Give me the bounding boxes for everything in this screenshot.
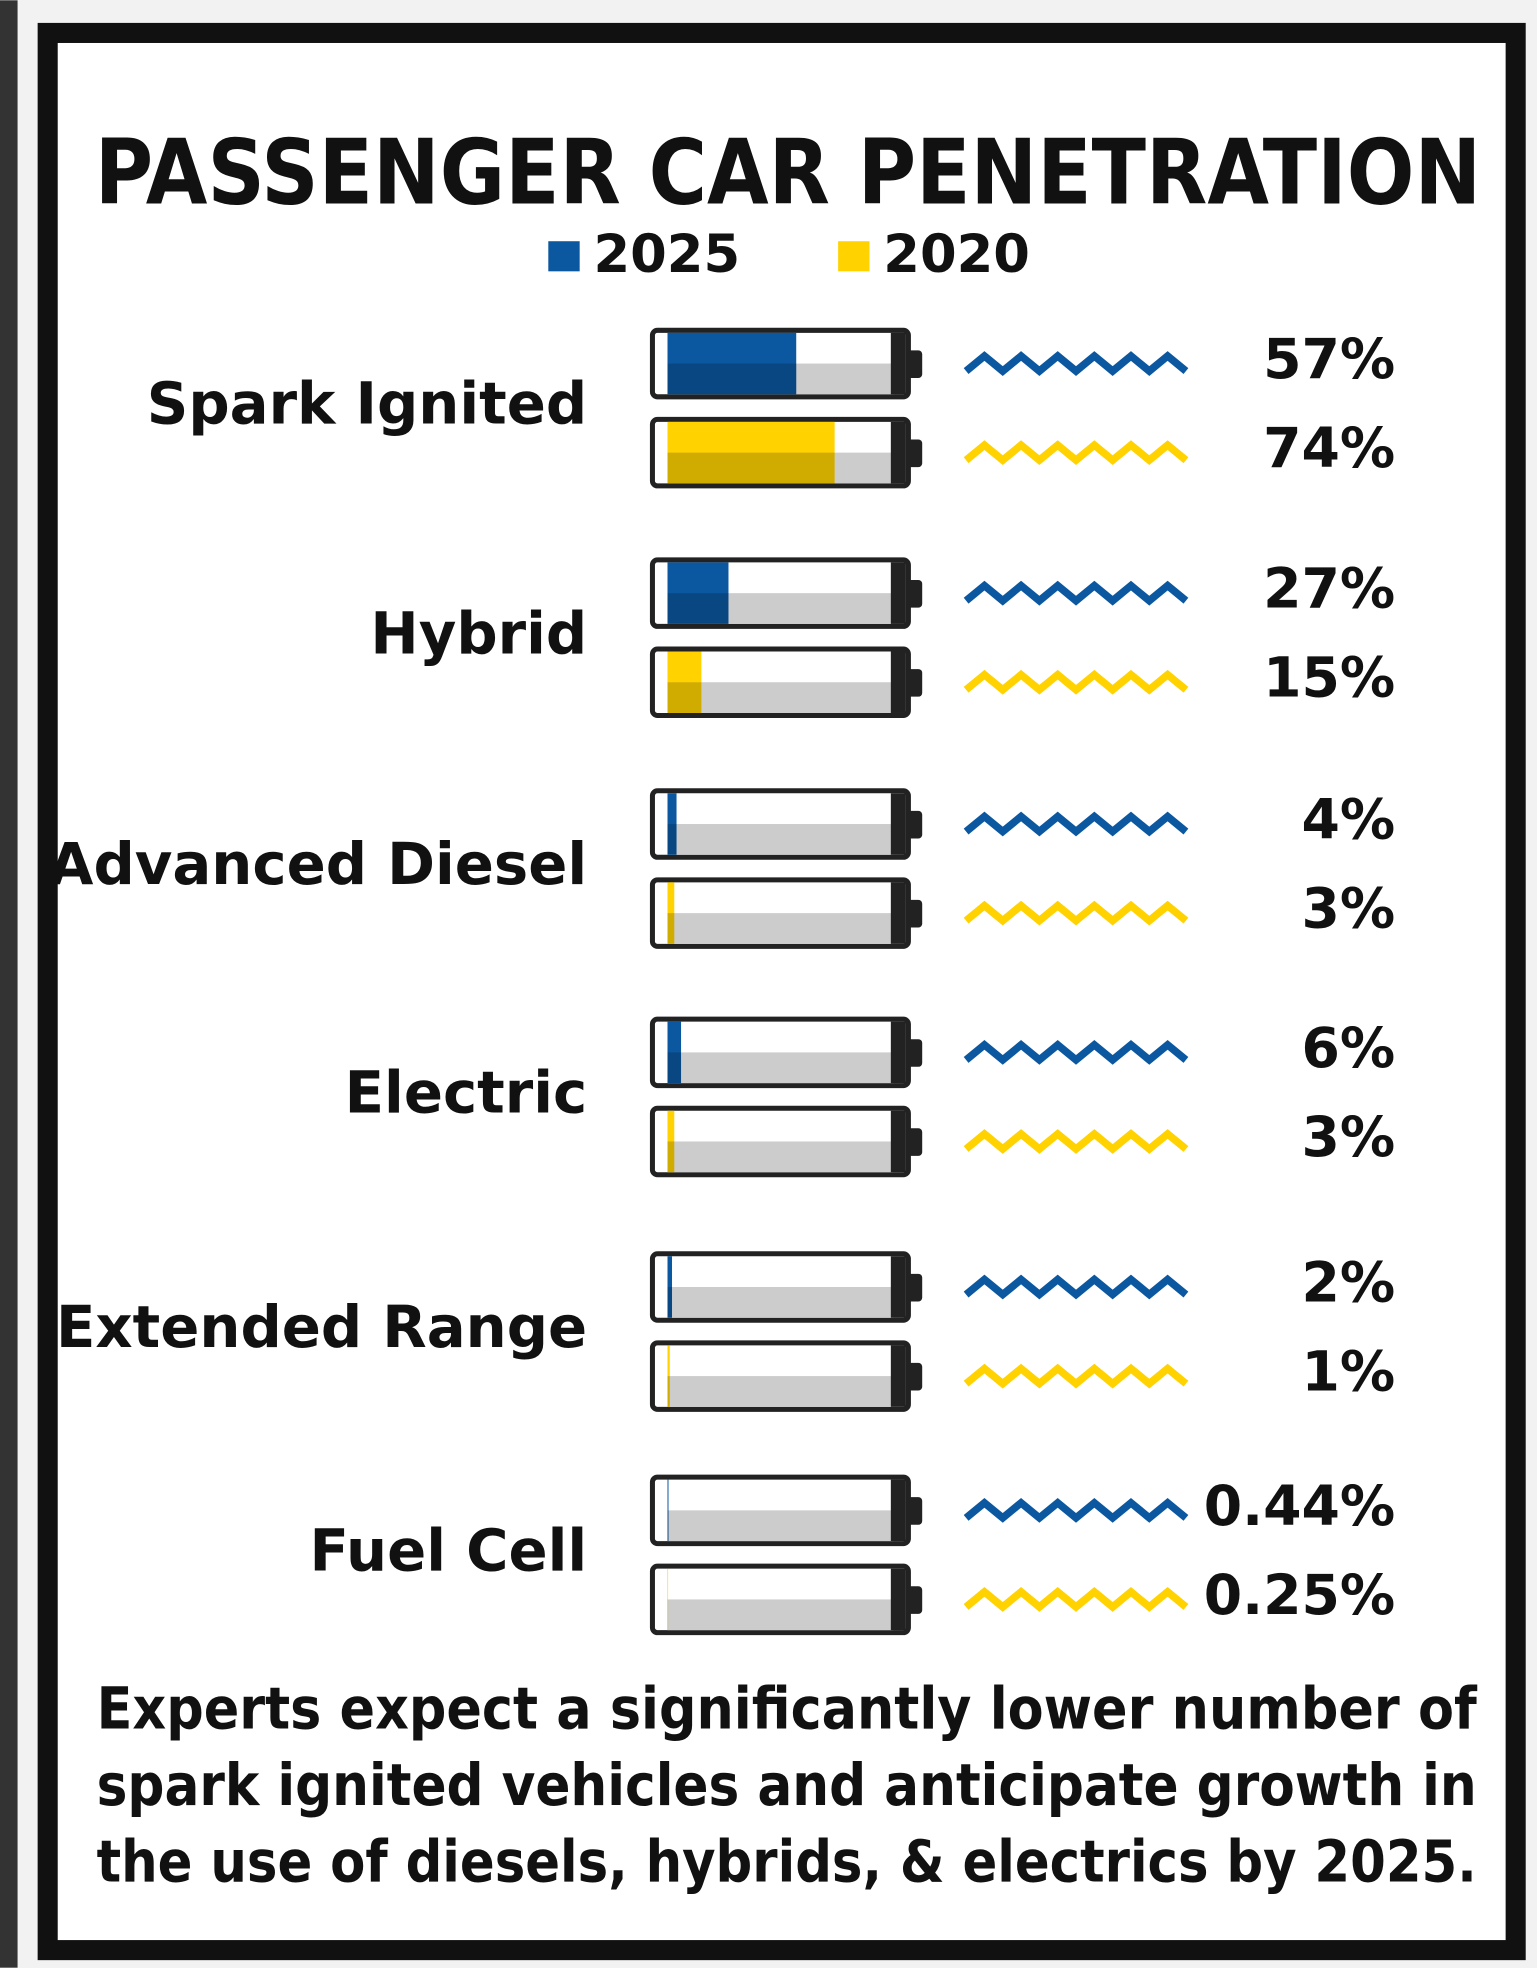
- battery-fill-shade: [667, 682, 702, 713]
- battery-fill-shade: [667, 1376, 670, 1407]
- legend-label: 2020: [883, 224, 1030, 285]
- category-label: Extended Range: [56, 1293, 587, 1361]
- battery-empty: [667, 1510, 894, 1542]
- value-label: 74%: [1263, 417, 1395, 481]
- battery-empty: [667, 1141, 894, 1173]
- battery-cap: [890, 793, 906, 855]
- caption-line: spark ignited vehicles and anticipate gr…: [97, 1751, 1477, 1819]
- frame: [37, 22, 1526, 1961]
- battery-empty: [667, 1376, 894, 1407]
- zigzag: [963, 580, 1189, 606]
- battery-fill-shade: [667, 824, 677, 855]
- category-label: Advanced Diesel: [49, 830, 587, 898]
- battery-fill-shade: [667, 363, 797, 395]
- zigzag: [963, 1363, 1189, 1389]
- battery-fill: [667, 1568, 669, 1631]
- value-label: 57%: [1263, 328, 1395, 392]
- battery-fill: [667, 1256, 673, 1318]
- battery-empty: [667, 913, 894, 944]
- caption-line: the use of diesels, hybrids, & electrics…: [97, 1828, 1477, 1896]
- legend-label: 2025: [593, 224, 740, 285]
- battery-cap: [890, 1479, 906, 1542]
- battery-cap: [890, 882, 906, 944]
- category-label: Electric: [345, 1059, 588, 1127]
- battery-cap: [890, 562, 906, 624]
- zigzag: [963, 811, 1189, 837]
- zigzag: [963, 1129, 1189, 1154]
- value-label: 15%: [1263, 647, 1395, 711]
- category-label: Hybrid: [370, 599, 587, 667]
- zigzag: [963, 669, 1189, 695]
- battery-fill: [667, 1479, 669, 1542]
- battery-fill: [667, 1021, 682, 1084]
- battery-cap: [890, 421, 906, 484]
- battery-empty: [667, 1287, 894, 1318]
- battery-fill: [667, 1110, 675, 1173]
- battery-fill: [667, 421, 835, 484]
- battery-fill: [667, 1345, 670, 1407]
- value-label: 0.44%: [1204, 1475, 1395, 1539]
- battery-fill-shade: [667, 1510, 669, 1542]
- category-label: Fuel Cell: [310, 1517, 588, 1585]
- battery-fill-shade: [667, 1599, 669, 1631]
- caption-line: Experts expect a significantly lower num…: [97, 1675, 1478, 1743]
- value-label: 4%: [1302, 789, 1396, 853]
- battery-cap: [890, 1345, 906, 1407]
- side-strip: [0, 0, 18, 1968]
- zigzag: [963, 900, 1189, 926]
- value-label: 3%: [1302, 1106, 1396, 1170]
- value-label: 27%: [1263, 558, 1395, 622]
- chart-title: PASSENGER CAR PENETRATION: [95, 120, 1481, 225]
- battery-fill: [667, 793, 677, 855]
- battery-empty: [667, 1052, 894, 1084]
- battery-cap: [890, 1110, 906, 1173]
- zigzag: [963, 351, 1189, 376]
- battery-cap: [890, 1256, 906, 1318]
- zigzag: [963, 440, 1189, 466]
- battery-empty: [667, 824, 894, 855]
- value-label: 0.25%: [1204, 1564, 1395, 1628]
- battery-empty: [667, 1599, 894, 1631]
- battery-fill-shade: [667, 452, 835, 484]
- battery-fill-shade: [667, 593, 729, 624]
- battery-fill: [667, 562, 729, 624]
- category-label: Spark Ignited: [147, 370, 587, 438]
- battery-cap: [890, 1021, 906, 1084]
- zigzag: [963, 1039, 1189, 1065]
- battery-fill: [667, 651, 702, 713]
- battery-cap: [890, 332, 906, 395]
- battery-fill: [667, 332, 797, 395]
- battery-fill-shade: [667, 1287, 673, 1318]
- battery-fill-shade: [667, 1052, 682, 1084]
- battery-fill-shade: [667, 913, 675, 944]
- zigzag: [963, 1274, 1189, 1300]
- value-label: 6%: [1302, 1017, 1396, 1081]
- legend-swatch: [838, 241, 870, 272]
- legend-swatch: [548, 241, 580, 272]
- value-label: 2%: [1302, 1252, 1396, 1316]
- battery-fill: [667, 882, 675, 944]
- zigzag: [963, 1497, 1189, 1523]
- battery-cap: [890, 651, 906, 713]
- value-label: 1%: [1302, 1341, 1396, 1405]
- value-label: 3%: [1302, 878, 1396, 942]
- battery-cap: [890, 1568, 906, 1631]
- battery-fill-shade: [667, 1141, 675, 1173]
- battery-empty: [667, 682, 894, 713]
- zigzag: [963, 1587, 1189, 1612]
